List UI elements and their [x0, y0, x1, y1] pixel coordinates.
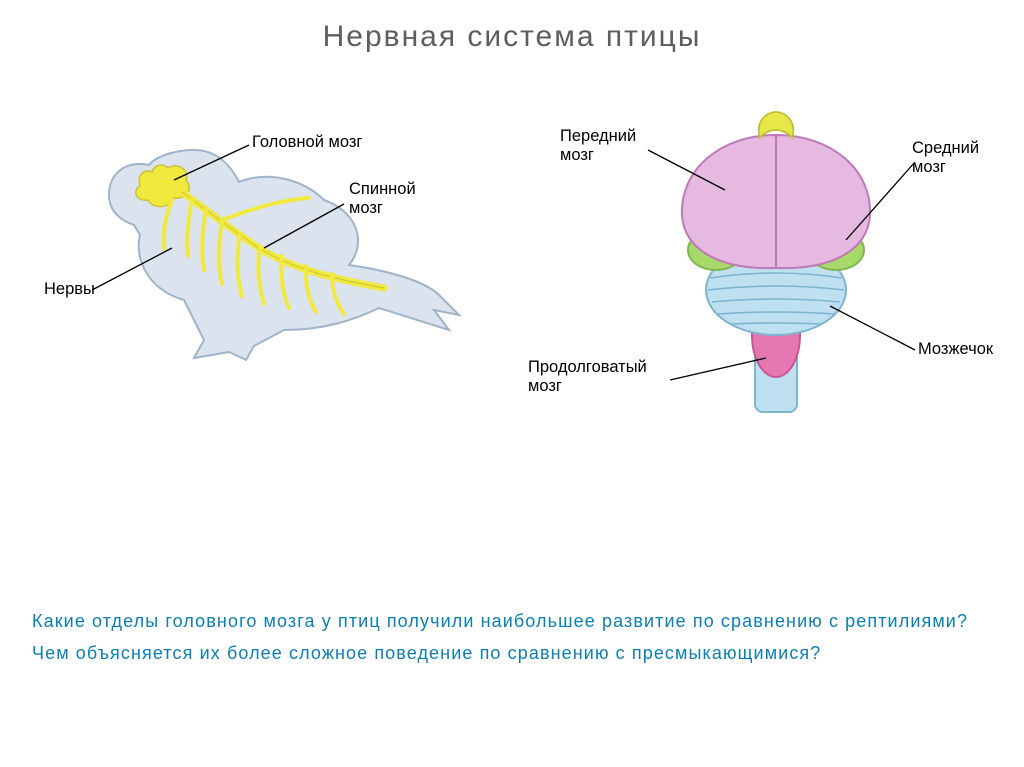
- label-midbrain: Средний мозг: [912, 139, 979, 177]
- page-title: Нервная система птицы: [0, 20, 1024, 54]
- question-1: Какие отделы головного мозга у птиц полу…: [32, 608, 992, 636]
- bird-nervous-system-figure: Головной мозг Спинной мозг Нервы: [54, 120, 474, 400]
- bird-svg: [54, 120, 474, 400]
- label-cerebellum: Мозжечок: [918, 340, 993, 359]
- label-spinal-text: Спинной мозг: [349, 180, 416, 217]
- label-forebrain: Передний мозг: [560, 127, 636, 165]
- bird-brain-figure: Передний мозг Средний мозг Продолговатый…: [560, 100, 980, 420]
- label-spinal: Спинной мозг: [349, 180, 416, 218]
- label-brain: Головной мозг: [252, 133, 362, 152]
- label-nerves: Нервы: [44, 280, 95, 299]
- question-block: Какие отделы головного мозга у птиц полу…: [32, 608, 992, 672]
- label-medulla: Продолговатый мозг: [528, 358, 647, 396]
- slide: Нервная система птицы: [0, 0, 1024, 767]
- question-2: Чем объясняется их более сложное поведен…: [32, 640, 992, 668]
- forebrain-shape: [682, 135, 870, 268]
